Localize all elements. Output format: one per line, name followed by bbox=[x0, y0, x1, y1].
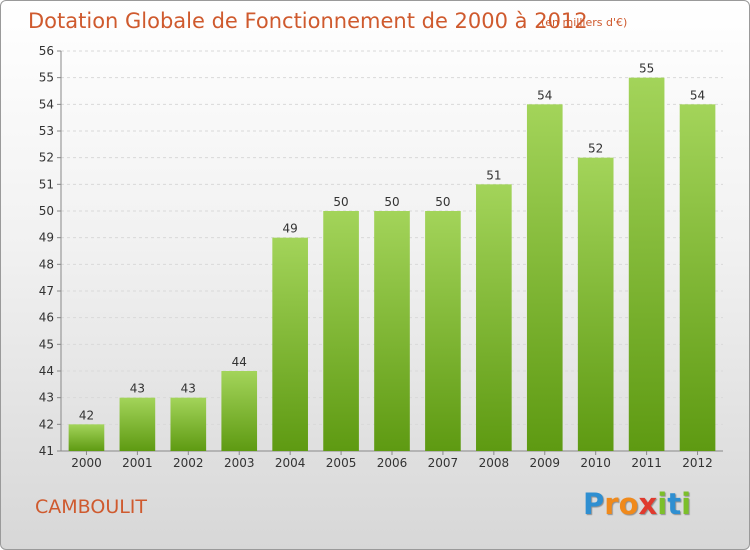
data-label: 51 bbox=[486, 168, 501, 182]
logo-letter: r bbox=[604, 487, 619, 521]
bar-2006 bbox=[374, 211, 410, 451]
y-tick-label: 48 bbox=[39, 257, 54, 271]
y-tick-label: 54 bbox=[39, 97, 54, 111]
x-tick-label: 2001 bbox=[122, 456, 153, 470]
y-tick-label: 41 bbox=[39, 444, 54, 458]
logo-letter: x bbox=[638, 487, 658, 521]
y-tick-label: 56 bbox=[39, 44, 54, 58]
logo-letter: o bbox=[618, 487, 639, 521]
bar-2001 bbox=[119, 397, 156, 451]
data-label: 54 bbox=[690, 88, 705, 102]
x-tick-label: 2006 bbox=[377, 456, 408, 470]
data-label: 50 bbox=[384, 195, 399, 209]
x-tick-label: 2002 bbox=[173, 456, 204, 470]
y-tick-label: 52 bbox=[39, 151, 54, 165]
y-tick-label: 51 bbox=[39, 177, 54, 191]
y-tick-label: 43 bbox=[39, 391, 54, 405]
data-label: 50 bbox=[435, 195, 450, 209]
x-tick-label: 2010 bbox=[580, 456, 611, 470]
logo-letter: i bbox=[681, 487, 692, 521]
y-tick-label: 45 bbox=[39, 337, 54, 351]
data-label: 49 bbox=[283, 222, 298, 236]
bar-2003 bbox=[221, 371, 258, 451]
logo-letter: i bbox=[657, 487, 668, 521]
bar-2002 bbox=[170, 397, 207, 451]
data-label: 44 bbox=[232, 355, 247, 369]
x-tick-label: 2000 bbox=[71, 456, 102, 470]
data-label: 52 bbox=[588, 142, 603, 156]
bar-2005 bbox=[323, 211, 359, 451]
bars bbox=[68, 77, 716, 452]
commune-name: CAMBOULIT bbox=[35, 496, 148, 518]
bar-2009 bbox=[526, 104, 563, 451]
bar-2011 bbox=[628, 77, 665, 452]
logo-letter: P bbox=[583, 487, 605, 521]
proxiti-logo[interactable]: Proxiti bbox=[583, 487, 691, 521]
y-tick-label: 46 bbox=[39, 311, 54, 325]
data-label: 55 bbox=[639, 62, 654, 76]
x-tick-label: 2004 bbox=[275, 456, 306, 470]
y-tick-label: 53 bbox=[39, 124, 54, 138]
x-tick-label: 2007 bbox=[428, 456, 459, 470]
y-tick-label: 44 bbox=[39, 364, 54, 378]
bar-2004 bbox=[272, 237, 308, 451]
chart-title: Dotation Globale de Fonctionnement de 20… bbox=[28, 9, 588, 33]
bar-2000 bbox=[68, 424, 105, 451]
bar-2007 bbox=[425, 211, 461, 451]
data-labels: 42 43 43 44 49 50 50 50 51 54 52 55 54 bbox=[79, 62, 705, 423]
bar-2010 bbox=[577, 157, 614, 451]
y-tick-label: 42 bbox=[39, 417, 54, 431]
data-label: 54 bbox=[537, 88, 552, 102]
x-tick-label: 2009 bbox=[529, 456, 560, 470]
data-label: 43 bbox=[181, 382, 196, 396]
x-tick-label: 2011 bbox=[631, 456, 662, 470]
bar-2008 bbox=[476, 184, 512, 452]
y-tick-label: 55 bbox=[39, 71, 54, 85]
logo-letter: t bbox=[667, 487, 682, 521]
data-label: 42 bbox=[79, 408, 94, 422]
x-tick-label: 2012 bbox=[682, 456, 713, 470]
bar-2012 bbox=[679, 104, 716, 451]
y-tick-label: 47 bbox=[39, 284, 54, 298]
x-tick-label: 2005 bbox=[326, 456, 357, 470]
data-label: 43 bbox=[130, 382, 145, 396]
data-label: 50 bbox=[333, 195, 348, 209]
x-tick-label: 2003 bbox=[224, 456, 255, 470]
x-tick-label: 2008 bbox=[479, 456, 510, 470]
chart-subtitle: (en milliers d'€) bbox=[541, 16, 628, 29]
y-tick-label: 50 bbox=[39, 204, 54, 218]
y-tick-label: 49 bbox=[39, 231, 54, 245]
